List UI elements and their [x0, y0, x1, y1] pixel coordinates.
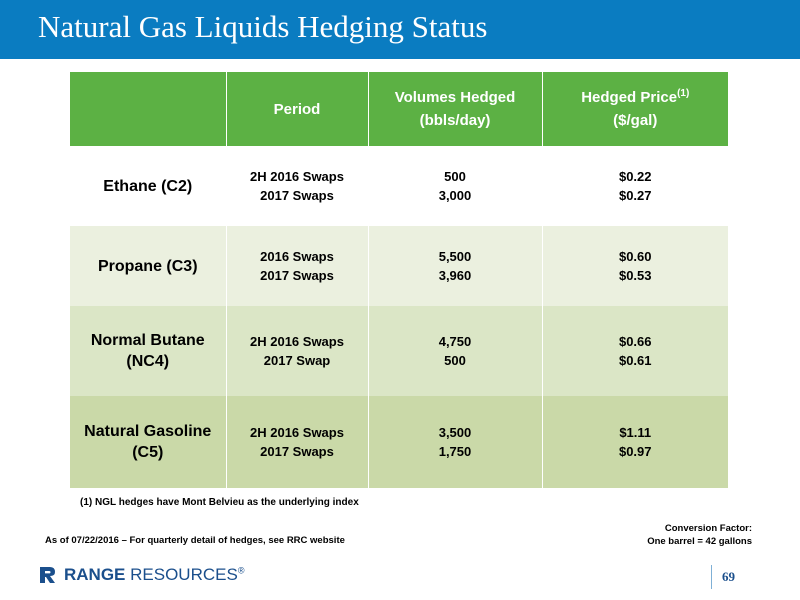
period-value: 2017 Swaps	[260, 444, 334, 459]
header-price-line2: ($/gal)	[613, 112, 658, 129]
price-value: $0.97	[618, 444, 652, 459]
period-value: 2016 Swaps	[260, 249, 334, 264]
period-cell: 2H 2016 Swaps 2017 Swap	[225, 306, 368, 396]
commodity-cell: Natural Gasoline (C5)	[70, 396, 226, 488]
as-of-note: As of 07/22/2016 – For quarterly detail …	[45, 535, 345, 546]
commodity-name: Ethane (C2)	[103, 177, 193, 195]
table-row: Ethane (C2) 2H 2016 Swaps 2017 Swaps 500…	[70, 146, 728, 226]
commodity-name: Propane (C3)	[97, 257, 198, 275]
conversion-value: One barrel = 42 gallons	[647, 536, 752, 547]
conversion-label: Conversion Factor:	[664, 523, 752, 534]
period-value: 2H 2016 Swaps	[250, 169, 344, 184]
volume-cell: 5,500 3,960	[367, 226, 542, 306]
volume-value: 5,500	[438, 249, 472, 264]
commodity-name: Normal Butane	[90, 332, 205, 349]
hedging-table: Period Volumes Hedged (bbls/day) Hedged …	[70, 72, 728, 488]
volume-cell: 4,750 500	[367, 306, 542, 396]
volume-value: 3,000	[438, 188, 472, 203]
volume-value: 4,750	[438, 334, 472, 349]
price-value: $0.27	[618, 188, 652, 203]
logo-text: RANGE RESOURCES®	[64, 565, 244, 585]
commodity-cell: Ethane (C2)	[70, 146, 226, 226]
conversion-factor: Conversion Factor: One barrel = 42 gallo…	[647, 522, 752, 548]
header-volumes: Volumes Hedged (bbls/day)	[367, 72, 542, 146]
volume-cell: 3,500 1,750	[367, 396, 542, 488]
period-value: 2H 2016 Swaps	[250, 334, 344, 349]
price-value: $0.66	[618, 334, 652, 349]
commodity-cell: Normal Butane (NC4)	[70, 306, 226, 396]
price-value: $0.22	[618, 169, 652, 184]
commodity-cell: Propane (C3)	[70, 226, 226, 306]
slide-title: Natural Gas Liquids Hedging Status	[38, 9, 488, 44]
price-value: $0.61	[618, 353, 652, 368]
company-logo: RANGE RESOURCES®	[38, 564, 244, 586]
volume-value: 500	[444, 169, 466, 184]
commodity-code: (NC4)	[126, 353, 170, 370]
period-cell: 2016 Swaps 2017 Swaps	[225, 226, 368, 306]
header-period: Period	[225, 72, 368, 146]
period-cell: 2H 2016 Swaps 2017 Swaps	[225, 396, 368, 488]
footer-divider	[711, 565, 712, 589]
volume-value: 3,960	[438, 268, 472, 283]
price-value: $1.11	[619, 425, 652, 440]
volume-value: 500	[444, 353, 466, 368]
price-cell: $0.66 $0.61	[541, 306, 728, 396]
header-price-line1: Hedged Price	[581, 89, 678, 106]
volume-value: 1,750	[438, 444, 472, 459]
header-price-footnote-mark: (1)	[677, 88, 690, 99]
price-value: $0.60	[618, 249, 652, 264]
period-value: 2017 Swap	[263, 353, 331, 368]
table-row: Natural Gasoline (C5) 2H 2016 Swaps 2017…	[70, 396, 728, 488]
logo-text-rest: RESOURCES	[125, 565, 238, 584]
price-cell: $1.11 $0.97	[541, 396, 728, 488]
header-price: Hedged Price(1) ($/gal)	[541, 72, 728, 146]
volume-value: 3,500	[438, 425, 472, 440]
volume-cell: 500 3,000	[367, 146, 542, 226]
table-row: Normal Butane (NC4) 2H 2016 Swaps 2017 S…	[70, 306, 728, 396]
price-value: $0.53	[618, 268, 652, 283]
period-value: 2H 2016 Swaps	[250, 425, 344, 440]
price-cell: $0.22 $0.27	[541, 146, 728, 226]
period-cell: 2H 2016 Swaps 2017 Swaps	[225, 146, 368, 226]
header-commodity	[70, 72, 226, 146]
title-bar	[0, 0, 800, 59]
header-volumes-line2: (bbls/day)	[419, 112, 491, 129]
commodity-code: (C5)	[132, 444, 164, 461]
page-number: 69	[722, 569, 735, 584]
header-volumes-line1: Volumes Hedged	[394, 89, 516, 106]
commodity-name: Natural Gasoline	[84, 423, 212, 440]
period-value: 2017 Swaps	[260, 268, 334, 283]
footnote: (1) NGL hedges have Mont Belvieu as the …	[80, 497, 359, 508]
logo-text-bold: RANGE	[64, 565, 126, 584]
table-header-row: Period Volumes Hedged (bbls/day) Hedged …	[70, 72, 728, 146]
range-resources-logo-icon	[40, 567, 55, 583]
period-value: 2017 Swaps	[260, 188, 334, 203]
table-row: Propane (C3) 2016 Swaps 2017 Swaps 5,500…	[70, 226, 728, 306]
price-cell: $0.60 $0.53	[541, 226, 728, 306]
registered-mark: ®	[237, 565, 245, 576]
